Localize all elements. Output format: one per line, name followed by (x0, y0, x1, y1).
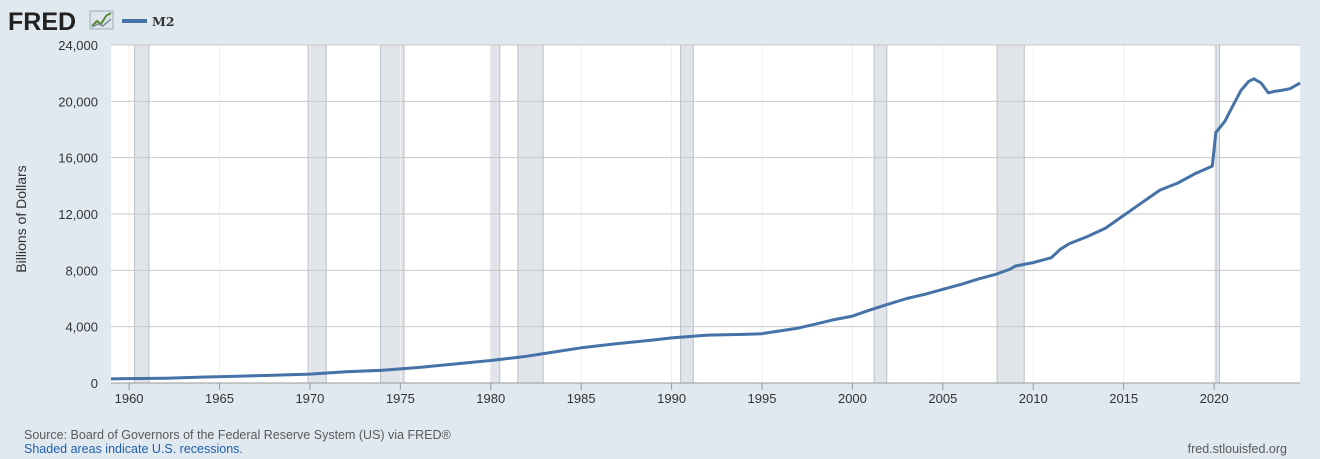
legend-series-label: M2 (152, 14, 175, 29)
site-url[interactable]: fred.stlouisfed.org (1187, 442, 1287, 456)
x-tick-label: 1965 (205, 391, 234, 406)
y-tick-label: 12,000 (58, 207, 98, 222)
x-tick-label: 2010 (1019, 391, 1048, 406)
horizontal-gridlines (111, 44, 1300, 328)
y-tick-label: 8,000 (65, 263, 98, 278)
x-tick-label: 1990 (657, 391, 686, 406)
x-tick-label: 1975 (386, 391, 415, 406)
m2-series-line[interactable] (110, 77, 1301, 381)
x-tick-label: 1995 (748, 391, 777, 406)
x-tick-label: 1985 (567, 391, 596, 406)
x-tick-label: 1960 (115, 391, 144, 406)
y-axis-ticks: 0 4,000 8,000 12,000 16,000 20,000 24,000 (58, 38, 98, 391)
x-tick-label: 2000 (838, 391, 867, 406)
legend[interactable]: M2 (122, 14, 175, 29)
y-tick-label: 4,000 (65, 320, 98, 335)
source-note: Source: Board of Governors of the Federa… (24, 428, 451, 442)
y-axis-label: Billions of Dollars (13, 165, 29, 272)
x-tick-label: 1980 (476, 391, 505, 406)
x-tick-label: 2005 (928, 391, 957, 406)
y-tick-label: 0 (91, 376, 98, 391)
x-axis-ticks: 1960 1965 1970 1975 1980 1985 1990 1995 2000 2005… (115, 383, 1229, 406)
x-tick-label: 2020 (1200, 391, 1229, 406)
recession-note: Shaded areas indicate U.S. recessions. (24, 442, 243, 456)
fred-logo-text: FRED (8, 8, 76, 36)
x-tick-label: 1970 (295, 391, 324, 406)
y-tick-label: 24,000 (58, 38, 98, 53)
y-tick-label: 16,000 (58, 151, 98, 166)
fred-logo-graph-icon (89, 10, 114, 30)
y-tick-label: 20,000 (58, 94, 98, 109)
x-tick-label: 2015 (1109, 391, 1138, 406)
fred-logo: FRED (8, 8, 114, 36)
